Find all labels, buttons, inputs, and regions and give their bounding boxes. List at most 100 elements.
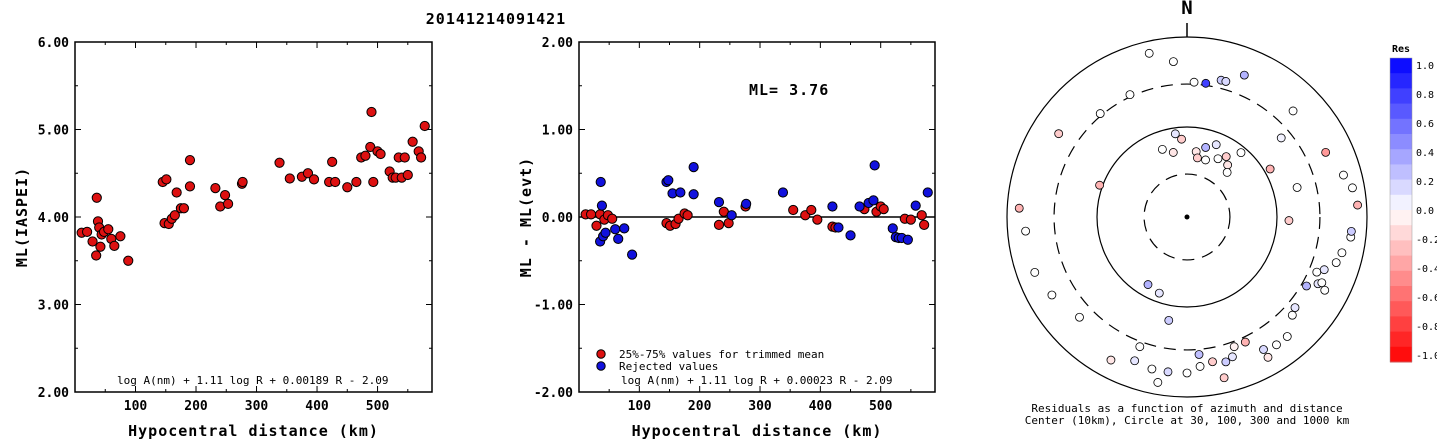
- station-marker: [1221, 152, 1231, 162]
- station-marker: [1201, 78, 1211, 88]
- data-point: [327, 156, 338, 167]
- data-point: [919, 219, 930, 230]
- x-tick-label: 400: [809, 399, 833, 414]
- data-point: [419, 120, 430, 132]
- data-point: [222, 198, 234, 209]
- caption-line-2: Center (10km), Circle at 30, 100, 300 an…: [1025, 414, 1350, 427]
- data-point: [591, 220, 602, 231]
- station-marker: [1353, 200, 1362, 210]
- y-tick-label: 3.00: [38, 299, 69, 314]
- station-marker: [1213, 154, 1223, 164]
- data-point: [82, 226, 93, 237]
- formula-text: log A(nm) + 1.11 log R + 0.00023 R - 2.0…: [621, 374, 893, 387]
- station-marker: [1194, 350, 1204, 359]
- data-point: [726, 210, 737, 221]
- data-point: [402, 169, 413, 181]
- station-marker: [1030, 268, 1040, 277]
- station-marker: [1276, 133, 1286, 143]
- colorbar-segment: [1390, 88, 1412, 105]
- station-marker: [1292, 183, 1302, 192]
- distance-ring: [1006, 36, 1368, 398]
- station-marker: [1195, 362, 1205, 371]
- center-marker: [1184, 214, 1190, 220]
- colorbar-tick-label: 1.0: [1416, 61, 1434, 72]
- colorbar-tick-label: 0.0: [1416, 206, 1434, 217]
- data-point: [109, 240, 120, 251]
- station-marker: [1157, 144, 1167, 154]
- station-marker: [1147, 364, 1157, 374]
- station-marker: [1219, 373, 1229, 383]
- data-point: [115, 231, 126, 242]
- plot-frame: [74, 41, 433, 393]
- x-tick-label: 500: [869, 399, 893, 414]
- station-marker: [1265, 164, 1275, 174]
- data-point: [210, 183, 221, 194]
- data-point: [596, 200, 608, 211]
- data-point: [910, 200, 921, 211]
- ml-vs-distance-plot: 100 200 300 400 500 2.00 3.00 4.00 5.00 6.00 Hypoc…: [13, 36, 433, 440]
- y-tick-label: 2.00: [38, 386, 69, 401]
- station-marker: [1317, 278, 1327, 288]
- data-point: [123, 255, 134, 266]
- legend-label: Rejected values: [619, 360, 718, 373]
- data-point: [854, 201, 865, 212]
- station-marker: [1288, 106, 1298, 116]
- north-label: N: [1181, 0, 1192, 19]
- legend-marker: [596, 349, 606, 359]
- station-marker: [1337, 248, 1347, 258]
- x-tick-label: 200: [184, 399, 208, 414]
- station-marker: [1201, 155, 1210, 165]
- station-marker: [1240, 337, 1250, 347]
- station-marker: [1095, 109, 1105, 118]
- colorbar-segment: [1390, 255, 1412, 272]
- y-tick-label: 1.00: [542, 124, 573, 139]
- colorbar-tick-label: -0.2: [1416, 235, 1437, 246]
- data-point: [675, 187, 686, 198]
- station-marker: [1284, 216, 1294, 225]
- station-marker: [1177, 134, 1186, 144]
- station-marker: [1263, 352, 1273, 362]
- data-point: [869, 160, 880, 171]
- data-point: [688, 189, 699, 200]
- data-point: [663, 175, 674, 186]
- caption-line-1: Residuals as a function of azimuth and d…: [1031, 402, 1342, 415]
- data-point: [626, 249, 638, 260]
- station-marker: [1144, 48, 1154, 58]
- colorbar-segment: [1390, 58, 1412, 74]
- station-marker: [1154, 288, 1164, 298]
- station-marker: [1236, 148, 1246, 158]
- colorbar-segment: [1390, 118, 1412, 135]
- data-point: [375, 148, 386, 160]
- figure-title: 20141214091421: [426, 10, 566, 28]
- data-point: [178, 203, 190, 214]
- data-point: [682, 210, 693, 221]
- colorbar-segment: [1390, 301, 1412, 317]
- data-point: [91, 250, 102, 261]
- data-point: [619, 223, 630, 234]
- colorbar-segment: [1390, 346, 1412, 363]
- colorbar-tick-label: 0.2: [1416, 177, 1434, 188]
- colorbar-tick-label: -0.6: [1416, 293, 1437, 304]
- colorbar-title: Res: [1392, 44, 1410, 55]
- data-point: [827, 201, 838, 212]
- station-marker: [1287, 310, 1297, 320]
- data-point: [868, 195, 879, 206]
- data-point: [902, 234, 913, 245]
- colorbar-tick-label: 0.6: [1416, 119, 1434, 130]
- colorbar-segment: [1390, 164, 1412, 181]
- station-marker: [1125, 90, 1135, 100]
- data-point: [585, 209, 597, 220]
- data-point: [607, 213, 618, 224]
- colorbar-segment: [1390, 240, 1412, 257]
- data-point: [845, 230, 856, 241]
- y-tick-label: 4.00: [38, 211, 69, 226]
- colorbar-segment: [1390, 225, 1412, 241]
- data-point: [905, 214, 916, 225]
- station-marker: [1229, 342, 1239, 352]
- x-tick-label: 500: [366, 399, 390, 414]
- distance-ring: [1143, 173, 1231, 261]
- data-point: [741, 198, 752, 209]
- x-axis-label: Hypocentral distance (km): [632, 422, 883, 440]
- formula-text: log A(nm) + 1.11 log R + 0.00189 R - 2.0…: [117, 374, 389, 387]
